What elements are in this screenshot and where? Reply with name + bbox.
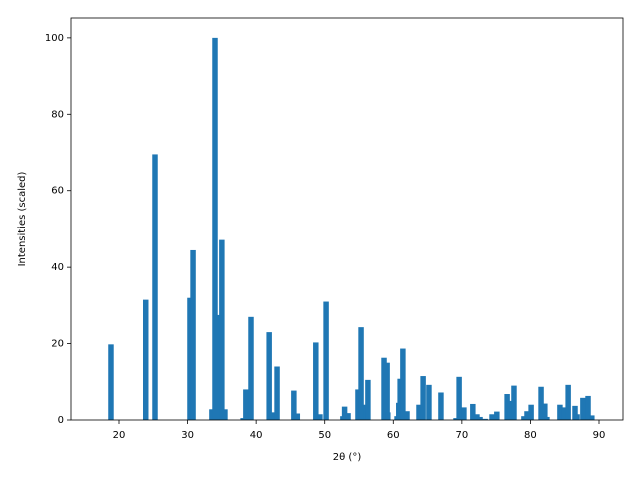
bar — [482, 418, 488, 420]
bar — [381, 357, 387, 420]
bar — [580, 397, 586, 420]
bar — [494, 411, 500, 420]
bar — [294, 413, 301, 420]
bar — [209, 409, 215, 420]
bar — [511, 385, 517, 420]
bar — [565, 384, 571, 420]
x-tick-label: 70 — [455, 430, 468, 441]
bar — [385, 412, 391, 420]
bar — [313, 342, 319, 420]
bar — [341, 406, 348, 420]
bar — [291, 390, 297, 420]
bar — [477, 416, 483, 420]
y-tick-label: 0 — [58, 415, 64, 426]
bar — [404, 411, 410, 420]
bar — [542, 403, 548, 420]
x-axis-label: 2θ (°) — [333, 452, 362, 463]
x-tick-label: 80 — [524, 430, 537, 441]
bar — [524, 411, 530, 420]
y-tick-label: 100 — [45, 33, 64, 44]
bar — [461, 407, 467, 420]
bar — [474, 414, 480, 420]
bar — [190, 249, 196, 420]
bar — [528, 404, 534, 420]
bar — [152, 154, 158, 420]
bar — [323, 301, 329, 420]
bar — [416, 404, 422, 420]
y-tick-label: 80 — [51, 109, 64, 120]
bar — [317, 414, 323, 420]
bar — [187, 297, 193, 420]
bar — [358, 327, 364, 420]
y-tick-label: 60 — [51, 186, 64, 197]
bar — [438, 392, 444, 420]
bar — [243, 389, 249, 420]
bar — [574, 414, 580, 420]
y-tick-label: 20 — [51, 339, 64, 350]
bar — [557, 404, 563, 420]
bar — [561, 407, 567, 420]
bar — [248, 316, 254, 420]
bar — [420, 376, 426, 420]
bar — [219, 239, 225, 420]
plot-frame — [70, 17, 624, 421]
bar — [108, 344, 114, 420]
bar — [589, 415, 595, 420]
bar — [365, 379, 371, 420]
x-tick-label: 20 — [113, 430, 126, 441]
bar — [400, 348, 406, 420]
bar — [222, 409, 228, 420]
bar — [143, 299, 149, 420]
bar — [489, 414, 495, 420]
bar — [271, 412, 277, 420]
x-tick-label: 50 — [318, 430, 331, 441]
bar — [521, 416, 527, 420]
bar — [538, 386, 544, 420]
bar — [274, 366, 280, 420]
bar — [345, 413, 351, 420]
bar — [507, 400, 513, 420]
bar — [212, 37, 218, 420]
x-tick-label: 90 — [593, 430, 606, 441]
bar — [266, 332, 272, 420]
bar — [585, 395, 591, 420]
bar — [453, 418, 459, 420]
bar — [426, 384, 432, 420]
x-tick-label: 40 — [250, 430, 263, 441]
bar — [572, 405, 578, 420]
bar — [384, 362, 390, 420]
x-tick-label: 30 — [181, 430, 194, 441]
bar — [470, 403, 476, 420]
bar — [544, 416, 550, 420]
y-tick-label: 40 — [51, 262, 64, 273]
y-axis-label: Intensities (scaled) — [17, 171, 28, 266]
bar — [355, 389, 361, 420]
bar — [456, 376, 462, 420]
x-tick-label: 60 — [387, 430, 400, 441]
